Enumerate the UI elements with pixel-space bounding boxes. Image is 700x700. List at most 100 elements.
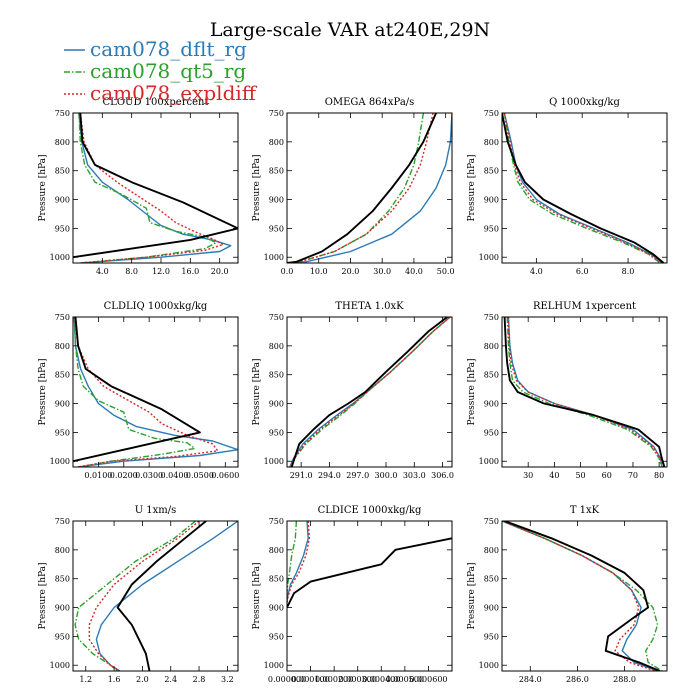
- x-tick-label: 0.000200: [315, 675, 353, 684]
- y-tick-label: 850: [484, 371, 499, 380]
- x-tick-label: 2.0: [136, 675, 149, 684]
- y-tick-label: 800: [484, 342, 499, 351]
- y-axis-label: Pressure [hPa]: [467, 358, 477, 425]
- x-tick-label: 40: [549, 471, 559, 480]
- x-tick-label: 80: [654, 471, 664, 480]
- x-tick-label: 1.2: [79, 675, 92, 684]
- x-tick-label: 294.0: [318, 471, 341, 480]
- x-tick-label: 10.0: [310, 267, 328, 276]
- x-tick-label: 297.0: [346, 471, 369, 480]
- series-line-cam078_dflt_rg: [507, 317, 663, 467]
- y-tick-label: 750: [55, 313, 70, 322]
- series-line-cam078_dflt_rg: [95, 521, 238, 671]
- y-tick-label: 850: [484, 575, 499, 584]
- x-tick-label: 300.0: [375, 471, 398, 480]
- x-tick-label: 60: [602, 471, 612, 480]
- subplot-6: 30 40 50 60 70 80 750 800 850 900 950 1000 Pressure …: [467, 301, 668, 480]
- y-tick-label: 750: [269, 517, 284, 526]
- y-tick-label: 900: [55, 604, 70, 613]
- x-tick-label: 0.000500: [386, 675, 424, 684]
- x-tick-label: 306.0: [431, 471, 454, 480]
- series-line-cam078_expldiff: [507, 317, 664, 467]
- series-group: [287, 113, 452, 263]
- plot-frame: [286, 112, 453, 264]
- series-line-cam078_dflt_rg: [502, 521, 658, 671]
- y-tick-label: 850: [269, 575, 284, 584]
- subplot-title: THETA 1.0xK: [335, 301, 404, 312]
- y-axis-label: Pressure [hPa]: [38, 154, 48, 221]
- y-axis-label: Pressure [hPa]: [467, 154, 477, 221]
- plot-frame: [286, 316, 453, 468]
- x-tick-label: 0.000600: [409, 675, 447, 684]
- y-tick-label: 1000: [479, 253, 499, 262]
- x-tick-label: 30: [523, 471, 533, 480]
- series-line-cam078_dflt_rg: [289, 317, 451, 467]
- series-line-cam078_qt5_rg: [506, 317, 663, 467]
- series-line-obs: [73, 317, 201, 463]
- x-tick-label: 288.0: [613, 675, 636, 684]
- x-tick-label: 16.0: [181, 267, 199, 276]
- series-line-obs: [290, 317, 448, 467]
- y-tick-label: 950: [55, 224, 70, 233]
- x-tick-label: 3.2: [221, 675, 234, 684]
- series-line-cam078_qt5_rg: [289, 317, 451, 467]
- x-tick-label: 70: [628, 471, 638, 480]
- legend-entry-3: cam078_expldiff: [64, 81, 258, 105]
- y-tick-label: 950: [269, 224, 284, 233]
- y-tick-label: 1000: [264, 457, 284, 466]
- x-tick-label: 8.0: [125, 267, 138, 276]
- x-tick-label: 0.0300: [135, 471, 163, 480]
- y-tick-label: 950: [484, 428, 499, 437]
- x-tick-label: 0.000400: [362, 675, 400, 684]
- x-tick-label: 303.0: [403, 471, 426, 480]
- series-group: [73, 113, 238, 263]
- series-line-cam078_expldiff: [287, 113, 434, 263]
- y-tick-label: 900: [484, 196, 499, 205]
- subplot-title: Q 1000xkg/kg: [549, 97, 620, 108]
- x-tick-label: 286.0: [566, 675, 589, 684]
- y-tick-label: 1000: [264, 253, 284, 262]
- series-line-cam078_expldiff: [73, 317, 219, 467]
- series-line-cam078_qt5_rg: [78, 113, 217, 263]
- series-line-cam078_qt5_rg: [74, 521, 196, 671]
- subplot-1: 4.0 8.0 12.0 16.0 20.0 750 800 850 900 950 1000 Pre…: [38, 97, 239, 276]
- x-tick-label: 0.000000: [268, 675, 306, 684]
- y-tick-label: 900: [55, 196, 70, 205]
- series-line-obs: [116, 521, 207, 671]
- y-tick-label: 1000: [50, 661, 70, 670]
- plot-frame: [72, 112, 239, 264]
- series-group: [74, 521, 238, 671]
- x-tick-label: 0.0600: [211, 471, 239, 480]
- series-line-obs: [504, 521, 661, 671]
- y-tick-label: 850: [55, 167, 70, 176]
- plot-grid: 4.0 8.0 12.0 16.0 20.0 750 800 850 900 950 1000 Pre…: [38, 97, 668, 684]
- x-tick-label: 12.0: [152, 267, 170, 276]
- series-line-obs: [73, 113, 238, 259]
- y-tick-label: 750: [484, 109, 499, 118]
- subplot-3: 4.0 6.0 8.0 750 800 850 900 950 1000 Pressure [hP…: [467, 97, 668, 276]
- y-tick-label: 1000: [50, 457, 70, 466]
- series-line-obs: [502, 113, 665, 263]
- x-tick-label: 4.0: [96, 267, 109, 276]
- y-axis-label: Pressure [hPa]: [252, 154, 262, 221]
- subplot-9: 284.0 286.0 288.0 750 800 850 900 950 1000 Pressu…: [467, 505, 668, 684]
- x-tick-label: 0.0400: [161, 471, 189, 480]
- x-tick-label: 0.0100: [84, 471, 112, 480]
- subplot-title: OMEGA 864xPa/s: [325, 97, 415, 108]
- x-tick-label: 284.0: [519, 675, 542, 684]
- y-tick-label: 900: [55, 400, 70, 409]
- subplot-7: 1.2 1.6 2.0 2.4 2.8 3.2 750 800 850 900 950 1000 Pre…: [38, 505, 239, 684]
- y-tick-label: 950: [269, 428, 284, 437]
- y-tick-label: 750: [484, 313, 499, 322]
- y-tick-label: 900: [269, 604, 284, 613]
- series-group: [502, 113, 665, 263]
- series-line-cam078_qt5_rg: [502, 521, 663, 671]
- figure-title: Large-scale VAR at240E,29N: [210, 19, 490, 41]
- series-line-cam078_qt5_rg: [503, 113, 661, 263]
- legend-entry-2: cam078_qt5_rg: [64, 59, 246, 83]
- series-line-cam078_expldiff: [287, 521, 311, 604]
- series-line-cam078_expldiff: [502, 521, 656, 671]
- x-tick-label: 2.8: [193, 675, 206, 684]
- subplot-title: RELHUM 1xpercent: [533, 301, 636, 312]
